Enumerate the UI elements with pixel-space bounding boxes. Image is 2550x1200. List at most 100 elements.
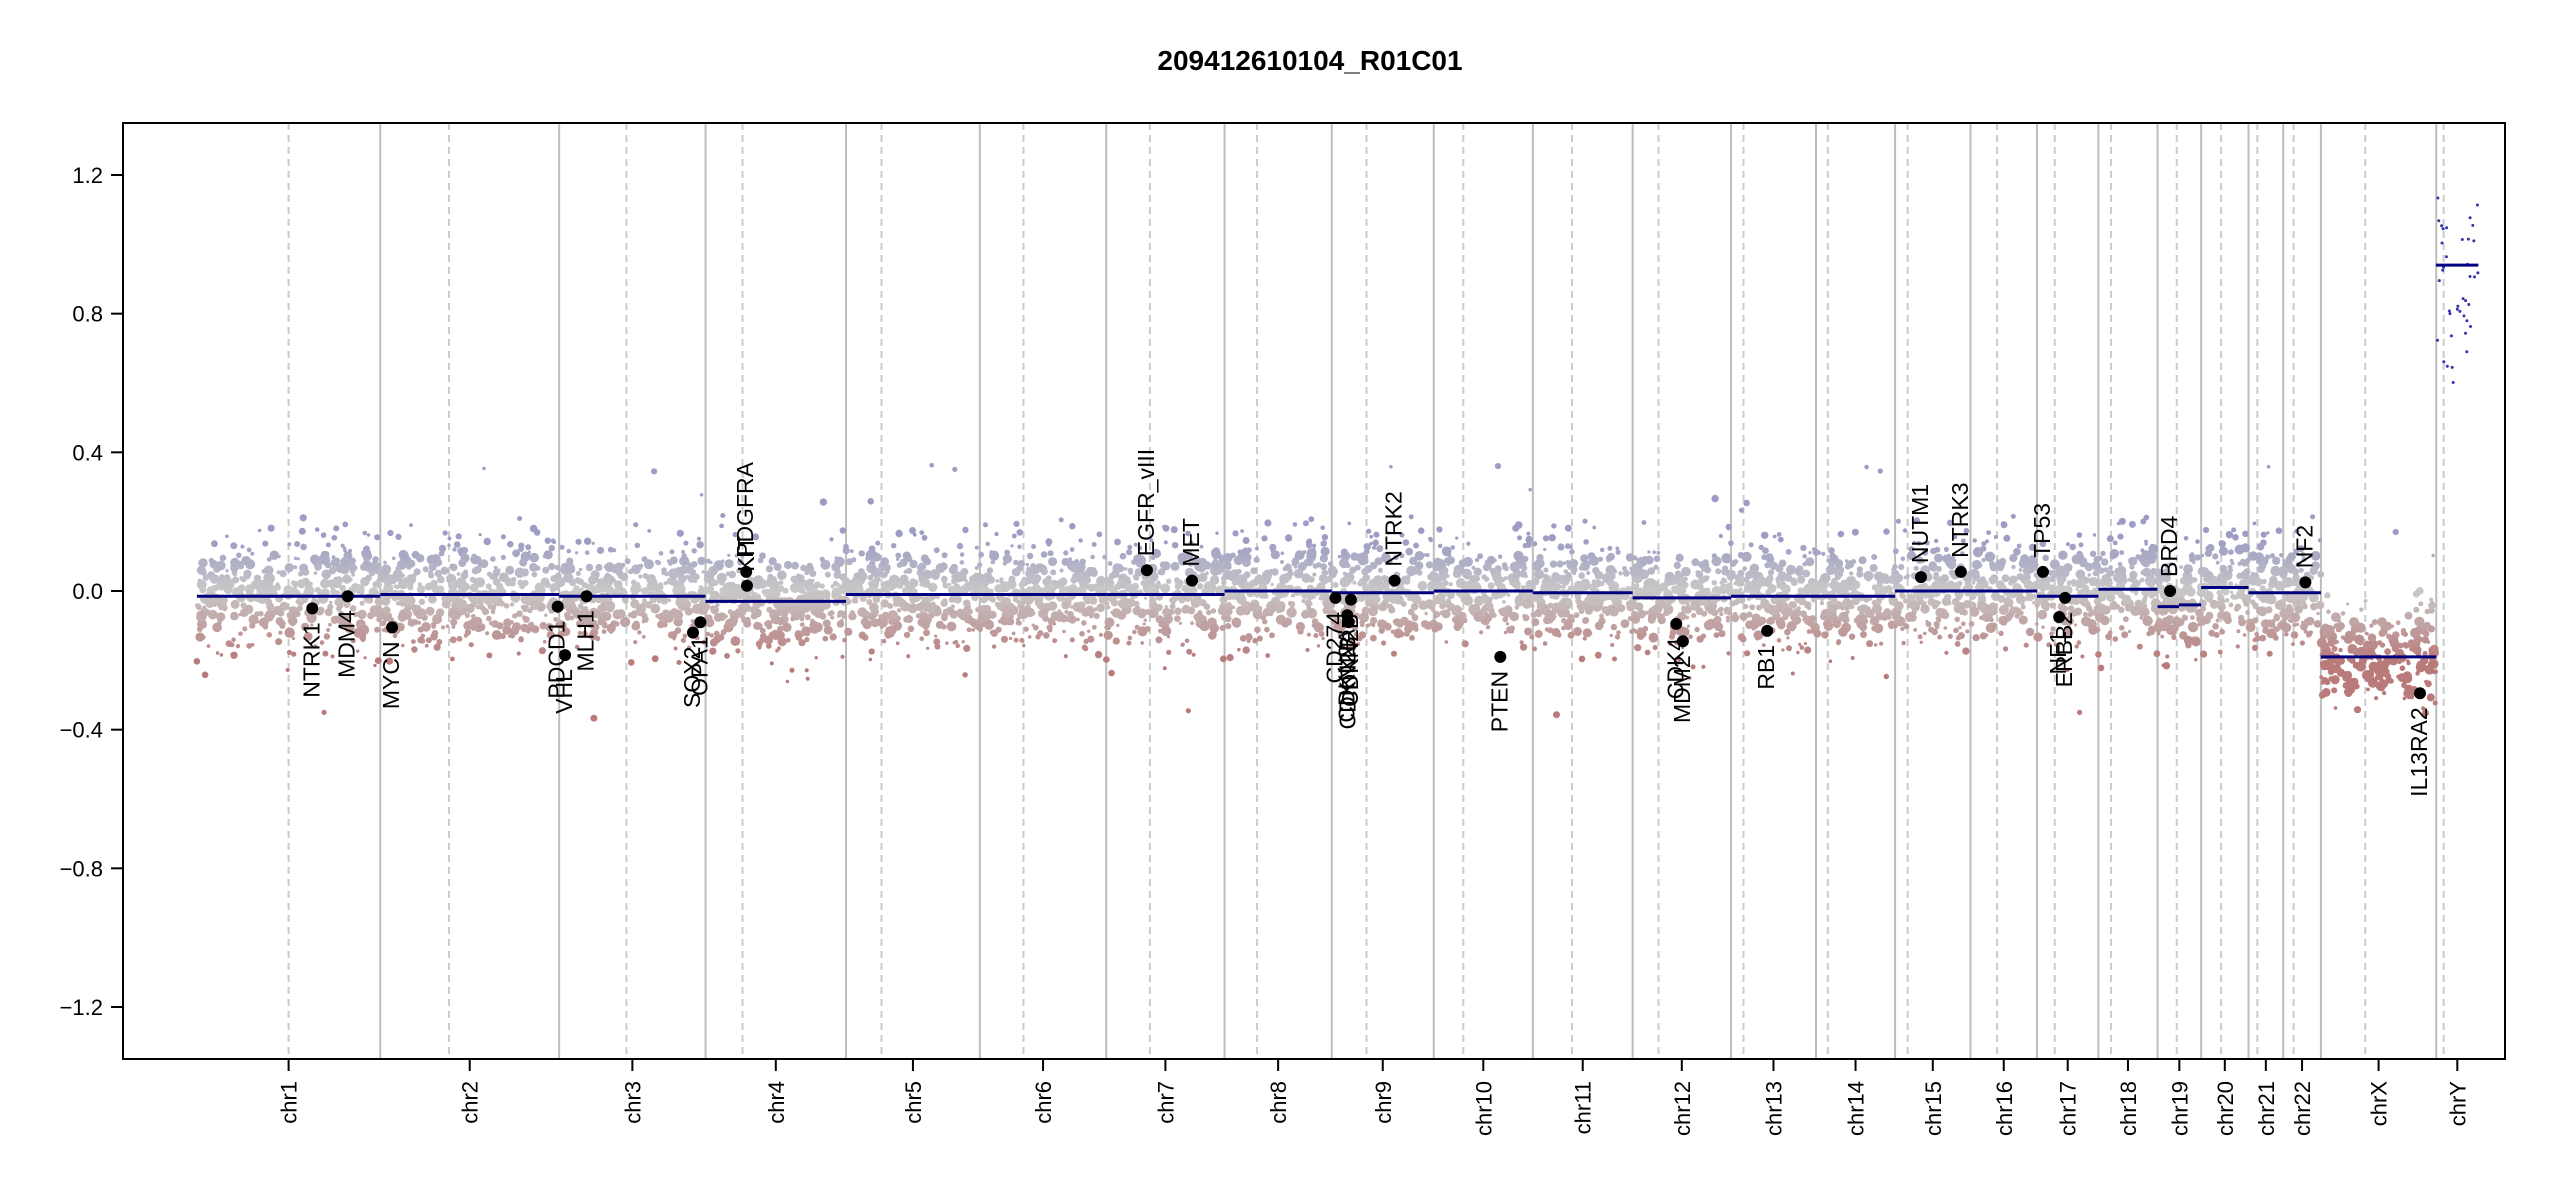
probe-point — [1943, 546, 1949, 553]
probe-point — [321, 709, 327, 716]
probe-point — [1167, 608, 1175, 616]
probe-point — [2139, 577, 2145, 583]
probe-point — [835, 582, 840, 587]
probe-point — [1047, 627, 1053, 633]
probe-point — [2080, 654, 2085, 659]
probe-point — [2082, 611, 2089, 618]
probe-point — [2195, 608, 2204, 618]
probe-point — [595, 563, 603, 572]
probe-point — [1011, 631, 1016, 636]
probe-point — [372, 556, 379, 563]
probe-point — [2011, 564, 2016, 570]
probe-point — [697, 536, 701, 541]
probe-point — [1856, 566, 1863, 573]
probe-point — [1393, 554, 1399, 561]
probe-point — [1397, 633, 1402, 638]
probe-point — [1461, 568, 1472, 579]
probe-point — [974, 566, 979, 570]
probe-point — [959, 560, 965, 565]
probe-point — [1738, 596, 1746, 604]
probe-point — [1287, 568, 1293, 574]
probe-point — [262, 540, 269, 547]
probe-point — [1732, 611, 1738, 618]
probe-point — [338, 610, 344, 616]
probe-point — [1509, 611, 1520, 622]
probe-point — [2112, 636, 2119, 642]
probe-point — [989, 588, 994, 593]
probe-point — [564, 561, 575, 572]
probe-point — [2234, 544, 2245, 555]
probe-point — [721, 559, 725, 563]
probe-point — [1741, 551, 1752, 562]
probe-point — [2107, 577, 2112, 582]
probe-point — [449, 609, 460, 620]
probe-point — [719, 523, 724, 529]
probe-point — [2191, 636, 2197, 642]
probe-point — [2286, 577, 2291, 582]
probe-point — [1372, 576, 1382, 587]
probe-point — [2228, 549, 2234, 555]
probe-point — [2142, 596, 2148, 602]
probe-point — [1642, 625, 1649, 632]
probe-point — [230, 611, 239, 621]
probe-point — [1795, 565, 1804, 573]
probe-point — [2292, 622, 2297, 628]
probe-point — [212, 622, 222, 633]
probe-point — [1487, 558, 1492, 563]
probe-point — [539, 588, 545, 594]
probe-point — [1454, 606, 1463, 614]
probe-point — [673, 646, 678, 651]
probe-point — [923, 629, 930, 637]
probe-point — [1520, 564, 1528, 572]
probe-point — [1362, 583, 1370, 592]
probe-point — [1954, 616, 1960, 623]
probe-point — [1711, 556, 1722, 567]
probe-point — [529, 524, 538, 533]
probe-point — [341, 613, 352, 624]
probe-point — [1107, 561, 1113, 566]
probe-point — [1043, 632, 1050, 639]
probe-point — [1328, 609, 1337, 618]
probe-point — [1320, 546, 1330, 557]
probe-point — [851, 557, 857, 563]
probe-point — [1844, 563, 1851, 570]
probe-point — [2316, 553, 2320, 557]
probe-point — [1997, 595, 2006, 603]
probe-point — [1927, 598, 1936, 606]
probe-point — [875, 540, 881, 546]
probe-point — [2264, 594, 2275, 604]
probe-point — [642, 573, 649, 579]
probe-point — [1481, 616, 1490, 626]
probe-point — [1291, 562, 1296, 566]
probe-point — [2088, 577, 2098, 587]
probe-point — [596, 546, 605, 555]
probe-point — [395, 533, 402, 541]
probe-point — [1691, 613, 1697, 618]
probe-point — [1656, 550, 1661, 555]
probe-point — [1150, 555, 1156, 561]
probe-point — [199, 586, 207, 594]
probe-point — [1718, 533, 1723, 539]
probe-point — [1688, 634, 1693, 640]
probe-point — [396, 601, 401, 606]
probe-point — [380, 620, 386, 627]
probe-point — [1086, 607, 1095, 617]
probe-point — [1069, 605, 1074, 609]
probe-point — [2262, 627, 2269, 634]
probe-point — [1781, 584, 1791, 594]
probe-point — [325, 542, 331, 548]
probe-point — [1047, 601, 1058, 611]
probe-point — [681, 550, 685, 554]
probe-point — [1489, 567, 1496, 574]
probe-point — [1828, 561, 1835, 568]
probe-point — [1204, 563, 1211, 570]
probe-point — [1837, 530, 1845, 538]
probe-point — [963, 644, 971, 653]
probe-point — [2040, 600, 2050, 610]
probe-point — [265, 598, 273, 606]
probe-point — [411, 646, 418, 653]
probe-point — [1772, 534, 1777, 539]
probe-point — [1040, 551, 1048, 558]
probe-point — [1361, 568, 1369, 576]
probe-point — [2016, 573, 2024, 581]
